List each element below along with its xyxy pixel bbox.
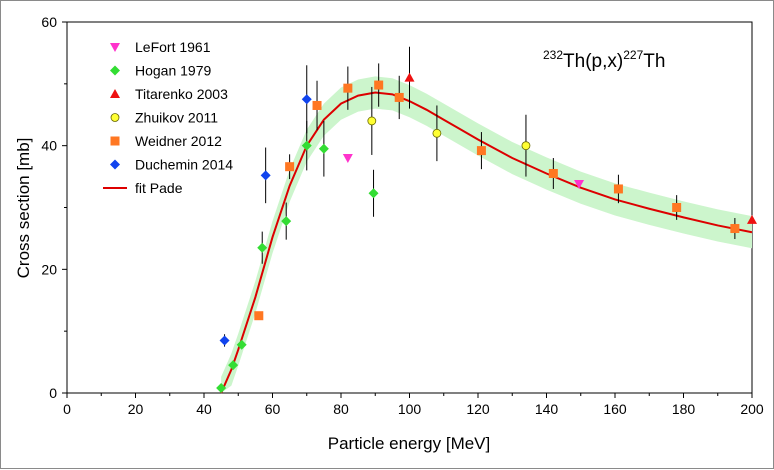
y-tick-label-40: 40: [41, 138, 57, 154]
fit-uncertainty-band: [221, 76, 752, 393]
point-zhuikov-2011-1: [432, 128, 442, 138]
point-weidner-2012-4: [374, 80, 384, 90]
point-weidner-2012-3: [343, 83, 353, 93]
legend-label-hogan-1979: Hogan 1979: [135, 63, 212, 79]
y-axis-label: Cross section [mb]: [14, 138, 33, 279]
x-tick-label-180: 180: [672, 401, 696, 417]
point-weidner-2012-8: [613, 184, 623, 194]
point-zhuikov-2011-2: [521, 141, 531, 151]
point-hogan-1979-4: [281, 216, 292, 227]
data-point-layer: [216, 72, 757, 394]
point-weidner-2012-9: [672, 203, 682, 212]
legend-marker-titarenko-2003: [110, 89, 120, 98]
point-titarenko-2003-1: [747, 214, 757, 224]
point-hogan-1979-5: [301, 140, 312, 151]
reaction-mid: Th(p,x): [563, 51, 623, 72]
point-weidner-2012-7: [548, 168, 558, 178]
point-hogan-1979-1: [228, 360, 239, 371]
point-weidner-2012-0: [254, 311, 264, 321]
x-tick-label-60: 60: [265, 401, 281, 417]
point-hogan-1979-6: [318, 143, 329, 154]
x-tick-label-0: 0: [63, 401, 71, 417]
point-weidner-2012-2: [312, 100, 322, 110]
x-tick-label-120: 120: [466, 401, 490, 417]
point-duchemin-2014-1: [260, 170, 271, 181]
legend-label-zhuikov-2011: Zhuikov 2011: [135, 110, 218, 126]
x-tick-label-40: 40: [196, 401, 212, 417]
legend-label-lefort-1961: LeFort 1961: [135, 39, 211, 55]
point-lefort-1961-1: [574, 180, 585, 190]
x-tick-label-160: 160: [603, 401, 627, 417]
point-weidner-2012-1: [285, 162, 295, 172]
point-duchemin-2014-2: [301, 94, 312, 105]
legend-label-fit-pade: fit Pade: [135, 180, 183, 196]
reaction-end: Th: [643, 51, 665, 72]
point-hogan-1979-7: [368, 188, 379, 199]
y-tick-label-0: 0: [49, 385, 57, 401]
point-zhuikov-2011-0: [367, 116, 377, 126]
point-weidner-2012-10: [730, 224, 740, 234]
point-weidner-2012-5: [394, 92, 404, 102]
reaction-iso1: 232: [543, 48, 563, 62]
x-tick-label-20: 20: [128, 401, 144, 417]
axis-layer: 0 20 40 60 80 100 120 140 160 180 200 0 20 40 60: [41, 14, 763, 417]
reaction-title: 232Th(p,x)227Th: [543, 48, 665, 72]
point-titarenko-2003-0: [404, 72, 415, 82]
point-hogan-1979-2: [236, 339, 247, 350]
legend-marker-weidner-2012: [110, 136, 120, 146]
point-duchemin-2014-0: [219, 335, 230, 346]
point-lefort-1961-0: [342, 154, 353, 164]
x-tick-label-140: 140: [535, 401, 559, 417]
reaction-iso2: 227: [623, 48, 643, 62]
y-tick-label-60: 60: [41, 14, 57, 30]
point-hogan-1979-0: [216, 383, 227, 394]
legend-marker-zhuikov-2011: [110, 113, 120, 122]
x-tick-label-80: 80: [333, 401, 349, 417]
point-weidner-2012-6: [476, 146, 486, 156]
x-axis-label: Particle energy [MeV]: [328, 434, 491, 453]
legend-marker-lefort-1961: [110, 43, 120, 52]
legend: LeFort 1961 Hogan 1979 Titarenko 2003 Zhuik…: [103, 39, 233, 196]
point-hogan-1979-3: [257, 242, 268, 253]
x-tick-label-100: 100: [398, 401, 422, 417]
fit-uncertainty-band-layer: [221, 76, 752, 393]
y-tick-label-20: 20: [41, 261, 57, 277]
legend-label-duchemin-2014: Duchemin 2014: [135, 157, 233, 173]
x-tick-label-200: 200: [740, 401, 764, 417]
legend-marker-duchemin-2014: [110, 159, 120, 170]
legend-label-weidner-2012: Weidner 2012: [135, 133, 222, 149]
legend-label-titarenko-2003: Titarenko 2003: [135, 86, 228, 102]
legend-marker-hogan-1979: [110, 65, 120, 76]
